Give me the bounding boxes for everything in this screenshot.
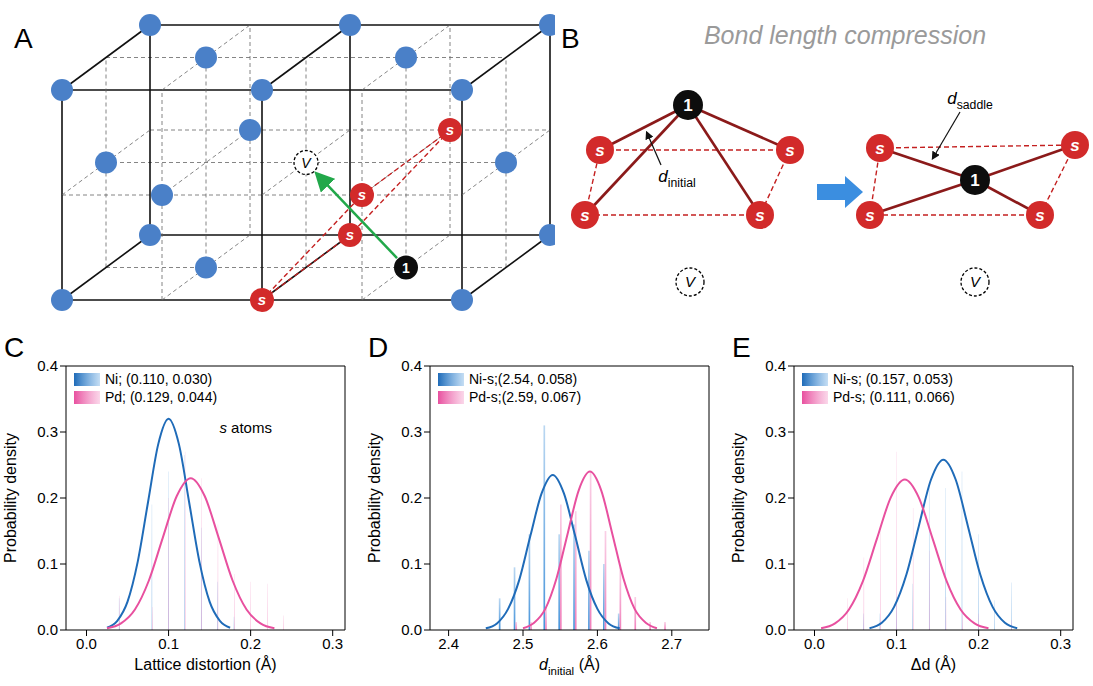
svg-text:0.2: 0.2 [401,489,422,506]
svg-text:V: V [970,273,982,290]
svg-text:2.7: 2.7 [661,635,682,652]
svg-text:s: s [1070,136,1079,155]
svg-text:0.0: 0.0 [804,635,825,652]
svg-text:Probability density: Probability density [2,433,19,563]
svg-text:0.0: 0.0 [76,635,97,652]
svg-text:0.3: 0.3 [37,423,58,440]
svg-text:0.3: 0.3 [322,635,343,652]
html-text:C: C [4,332,25,363]
svg-text:0.0: 0.0 [37,621,58,638]
svg-text:0.1: 0.1 [886,635,907,652]
html-text:E: E [732,332,751,363]
html-text:Pd-s; (0.111, 0.066): Pd-s; (0.111, 0.066) [833,389,955,405]
svg-text:V: V [301,155,312,171]
html-text:D: D [368,332,389,363]
svg-text:Bond length compression: Bond length compression [704,21,986,49]
svg-text:s: s [1035,206,1044,225]
svg-text:0.3: 0.3 [401,423,422,440]
svg-text:Probability density: Probability density [366,433,383,563]
svg-text:s: s [346,226,354,243]
svg-text:0.4: 0.4 [401,357,422,374]
svg-text:s: s [358,186,366,203]
svg-text:2.6: 2.6 [587,635,608,652]
html-text:Ni; (0.110, 0.030): Ni; (0.110, 0.030) [105,371,213,387]
svg-text:s: s [258,291,266,308]
svg-text:0.1: 0.1 [401,555,422,572]
svg-text:B: B [561,23,580,54]
svg-text:0.1: 0.1 [158,635,179,652]
svg-text:0.1: 0.1 [765,555,786,572]
svg-text:Probability density: Probability density [730,433,747,563]
html-text:Pd; (0.129, 0.044): Pd; (0.129, 0.044) [105,389,218,405]
svg-text:A: A [14,23,33,54]
svg-text:Lattice distortion (Å): Lattice distortion (Å) [134,655,276,673]
svg-text:2.5: 2.5 [513,635,534,652]
svg-text:0.2: 0.2 [240,635,261,652]
html-text:s atoms: s atoms [219,418,272,436]
svg-text:0.4: 0.4 [765,357,786,374]
svg-text:0.3: 0.3 [1050,635,1071,652]
svg-text:Δd (Å): Δd (Å) [911,655,956,673]
svg-text:dinitial: dinitial [658,167,695,190]
svg-text:s: s [580,206,589,225]
svg-text:s: s [446,121,454,138]
svg-text:s: s [755,206,764,225]
svg-text:2.4: 2.4 [438,635,459,652]
svg-text:V: V [685,273,697,290]
svg-text:0.2: 0.2 [968,635,989,652]
svg-text:s: s [595,141,604,160]
svg-text:s: s [785,141,794,160]
svg-text:0.1: 0.1 [37,555,58,572]
svg-text:1: 1 [402,260,410,276]
svg-text:0.3: 0.3 [765,423,786,440]
svg-text:0.2: 0.2 [37,489,58,506]
svg-text:0.4: 0.4 [37,357,58,374]
svg-text:1: 1 [683,96,692,115]
html-text:Ni-s;(2.54, 0.058): Ni-s;(2.54, 0.058) [469,371,578,387]
svg-text:s: s [875,139,884,158]
svg-text:s: s [865,206,874,225]
svg-text:0.0: 0.0 [765,621,786,638]
svg-text:dsaddle: dsaddle [947,89,993,112]
svg-text:0.2: 0.2 [765,489,786,506]
html-text:Pd-s;(2.59, 0.067): Pd-s;(2.59, 0.067) [469,389,582,405]
svg-text:0.0: 0.0 [401,621,422,638]
html-text:Ni-s; (0.157, 0.053): Ni-s; (0.157, 0.053) [833,371,953,387]
svg-text:dinitial (Å): dinitial (Å) [539,655,600,677]
svg-text:1: 1 [970,171,979,190]
